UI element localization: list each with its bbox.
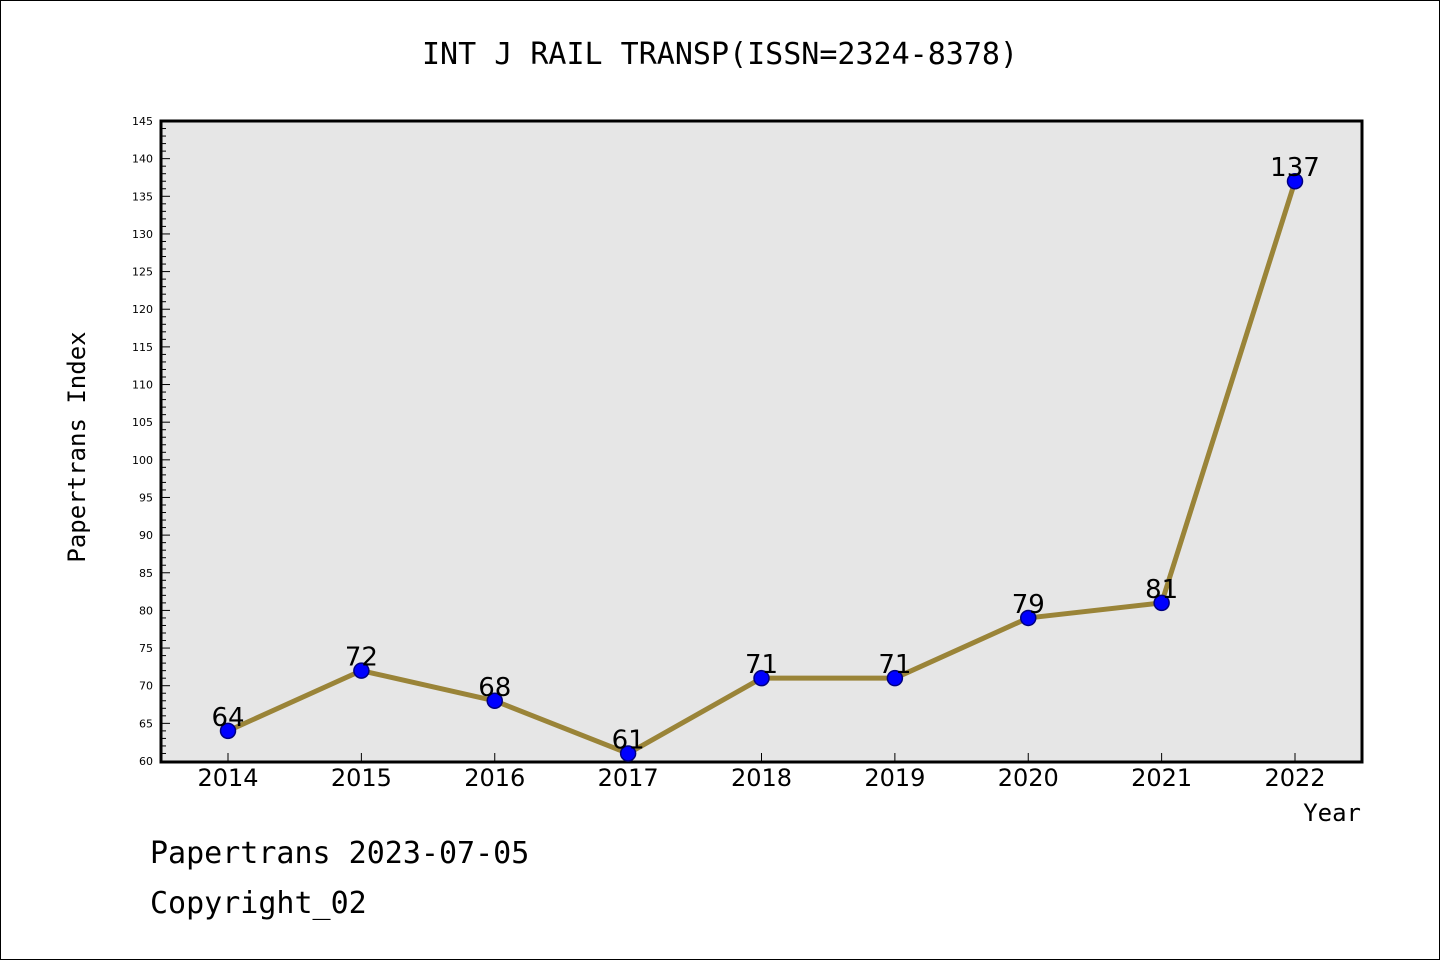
- chart-title: INT J RAIL TRANSP(ISSN=2324-8378): [421, 37, 1019, 72]
- data-point: [486, 692, 503, 710]
- data-label: 71: [745, 650, 778, 680]
- data-point: [219, 722, 237, 740]
- x-axis-label: Year: [1303, 799, 1361, 827]
- y-axis-label: Papertrans Index: [63, 331, 91, 562]
- y-tick-label: 95: [139, 491, 153, 504]
- series-group: 64 72 68 61 71 71 79 81 137: [211, 153, 1320, 762]
- x-tick-label: 2019: [864, 764, 925, 792]
- x-tick-label: 2016: [464, 764, 525, 792]
- footer-date: Papertrans 2023-07-05: [150, 836, 530, 871]
- plot-area: [159, 119, 1364, 764]
- y-tick-label: 75: [139, 642, 153, 655]
- y-tick-label: 145: [132, 115, 153, 128]
- data-label: 64: [211, 703, 244, 733]
- y-axis: 60 65 70 75 80 85 90 95 100 105 110 115 120 125 130 135…: [132, 115, 170, 768]
- y-tick-label: 70: [139, 680, 153, 693]
- y-tick-label: 65: [139, 717, 153, 730]
- y-tick-label: 85: [139, 567, 153, 580]
- x-tick-label: 2020: [998, 764, 1059, 792]
- x-tick-label: 2017: [598, 764, 659, 792]
- y-tick-label: 105: [132, 416, 153, 429]
- y-tick-label: 125: [132, 266, 153, 279]
- x-axis: 2014 2015 2016 2017 2018 2019 2020 2021 2022: [197, 753, 1326, 792]
- x-tick-label: 2021: [1131, 764, 1192, 792]
- data-point: [619, 745, 637, 762]
- y-tick-label: 120: [132, 303, 153, 316]
- x-tick-label: 2015: [331, 764, 392, 792]
- data-label: 137: [1270, 153, 1320, 183]
- data-label: 61: [612, 725, 645, 755]
- data-point: [1020, 609, 1037, 627]
- y-tick-label: 130: [132, 228, 153, 241]
- y-tick-label: 90: [139, 529, 153, 542]
- y-tick-label: 60: [139, 755, 153, 768]
- data-point: [1153, 594, 1170, 612]
- y-tick-label: 100: [132, 454, 153, 467]
- data-point: [353, 662, 370, 679]
- y-tick-label: 80: [139, 604, 153, 617]
- x-tick-label: 2022: [1264, 764, 1325, 792]
- footer-copyright: Copyright_02: [150, 886, 367, 921]
- y-tick-label: 135: [132, 190, 153, 203]
- data-point: [753, 669, 770, 687]
- y-tick-label: 115: [132, 341, 153, 354]
- y-tick-label: 110: [132, 379, 153, 392]
- data-label: 79: [1012, 590, 1045, 620]
- data-label: 71: [878, 650, 911, 680]
- data-point: [1286, 172, 1304, 190]
- y-tick-label: 140: [132, 153, 153, 166]
- data-label: 72: [345, 643, 378, 673]
- x-tick-label: 2014: [197, 764, 258, 792]
- x-tick-label: 2018: [731, 764, 792, 792]
- data-label: 81: [1145, 575, 1178, 605]
- data-label: 68: [478, 673, 511, 703]
- data-point: [886, 669, 904, 687]
